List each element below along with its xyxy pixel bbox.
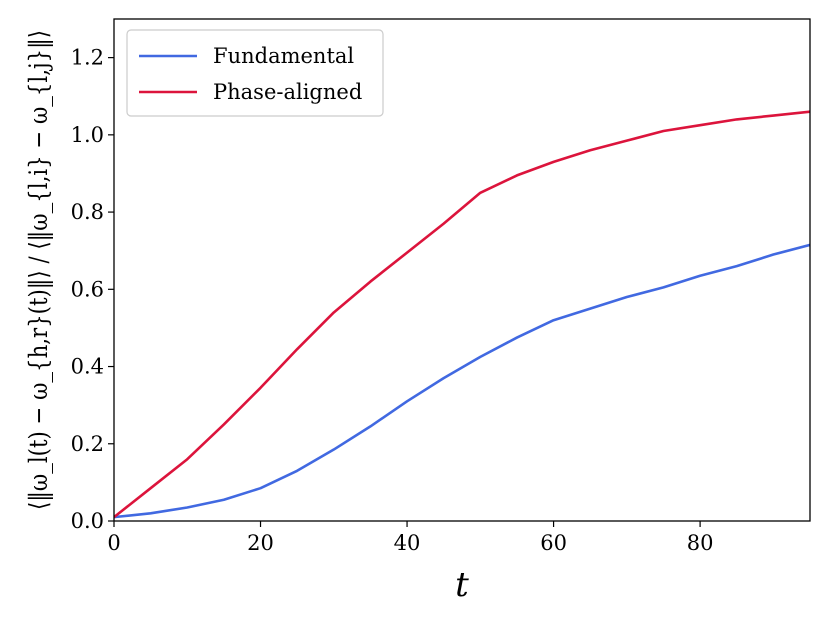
legend-label-1: Fundamental xyxy=(213,44,354,68)
y-tick-label: 0.2 xyxy=(71,432,104,456)
y-tick-label: 0.4 xyxy=(71,355,104,379)
x-tick-label: 60 xyxy=(540,531,567,555)
legend-label-2: Phase-aligned xyxy=(213,80,362,104)
y-tick-label: 1.2 xyxy=(71,46,104,70)
y-axis-label: ⟨‖ω_l(t) − ω_{h,r}(t)‖⟩ / ⟨‖ω_{l,i} − ω_… xyxy=(24,30,54,510)
x-tick-label: 20 xyxy=(247,531,274,555)
x-tick-label: 40 xyxy=(394,531,421,555)
x-axis-label: t xyxy=(455,565,469,605)
legend-box xyxy=(126,29,384,117)
series-line-2 xyxy=(114,110,810,519)
y-tick-label: 0.6 xyxy=(71,277,104,301)
plot-frame xyxy=(113,18,811,522)
y-tick-label: 0.0 xyxy=(71,509,104,533)
axis-ticks: 0 20 40 60 80 0.0 0.2 0.4 0.6 0.8 1.0 1.2 xyxy=(71,46,714,555)
legend: Fundamental Phase-aligned xyxy=(126,29,384,117)
y-tick-label: 1.0 xyxy=(71,123,104,147)
series-line-1 xyxy=(114,243,810,519)
y-tick-label: 0.8 xyxy=(71,200,104,224)
x-tick-label: 80 xyxy=(687,531,714,555)
plot-area xyxy=(114,110,810,519)
x-tick-label: 0 xyxy=(107,531,120,555)
